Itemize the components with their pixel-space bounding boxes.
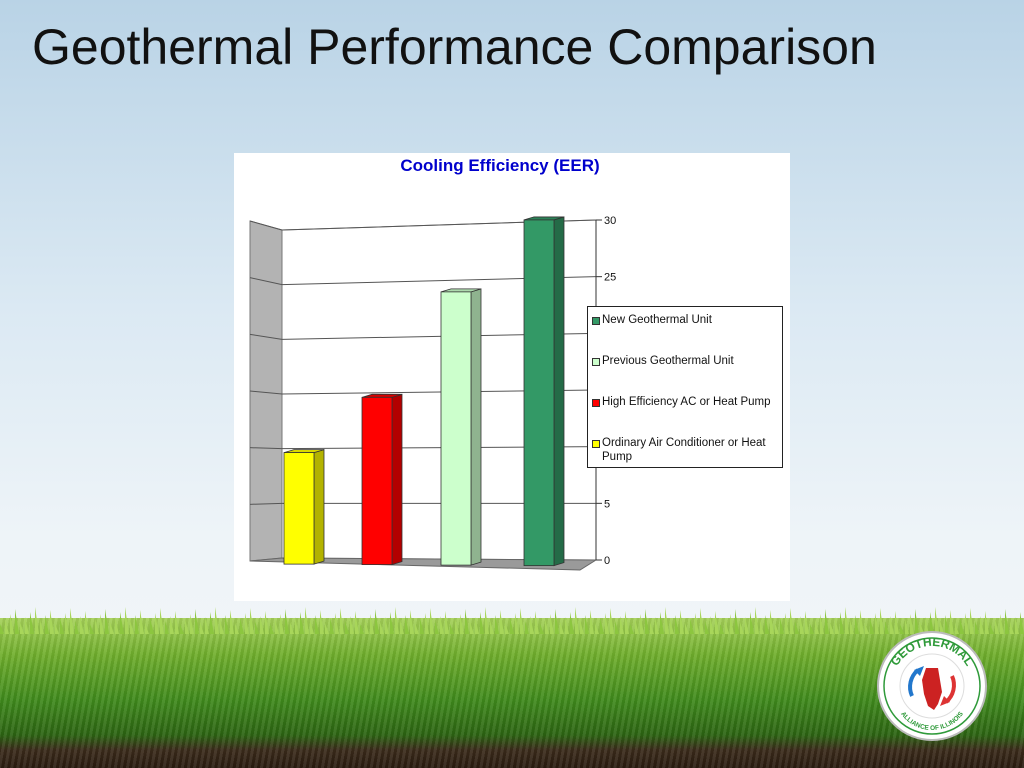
legend-swatch (592, 317, 600, 325)
bar-side (470, 288, 482, 566)
bar-side (313, 449, 325, 565)
legend-item: Ordinary Air Conditioner or Heat Pump (592, 436, 780, 464)
legend-item: Previous Geothermal Unit (592, 354, 780, 368)
illinois-state-icon (922, 668, 942, 710)
legend-item: New Geothermal Unit (592, 313, 780, 327)
bar-side (553, 216, 565, 567)
bar (283, 452, 315, 565)
gridline-side (249, 333, 283, 340)
grass-ground-image (0, 618, 1024, 768)
gridline-side (249, 390, 283, 395)
gridline-side (249, 502, 283, 505)
bar (440, 291, 472, 566)
bar-side (391, 393, 403, 566)
y-tick-label: 5 (604, 498, 610, 510)
chart-legend: New Geothermal Unit Previous Geothermal U… (587, 306, 783, 468)
chart-title: Cooling Efficiency (EER) (400, 156, 599, 175)
legend-swatch (592, 399, 600, 407)
slide-title: Geothermal Performance Comparison (32, 19, 877, 75)
gridline-side (249, 447, 283, 450)
bar (361, 396, 393, 566)
legend-swatch (592, 358, 600, 366)
y-tick-label: 25 (604, 272, 616, 284)
legend-item: High Efficiency AC or Heat Pump (592, 395, 780, 409)
geothermal-alliance-logo: GEOTHERMAL ALLIANCE OF ILLINOIS (877, 631, 987, 741)
legend-label: Ordinary Air Conditioner or Heat Pump (602, 437, 766, 463)
y-tick-label: 0 (604, 555, 610, 567)
gridline-side (249, 220, 283, 231)
bar-chart: Cooling Efficiency (EER) 051015202530 (249, 156, 616, 571)
bar (523, 219, 555, 567)
grass-blades-image (0, 607, 1024, 634)
y-tick-label: 30 (604, 215, 616, 227)
legend-label: High Efficiency AC or Heat Pump (602, 396, 771, 408)
gridline-side (249, 277, 283, 286)
legend-label: Previous Geothermal Unit (602, 355, 734, 367)
legend-label: New Geothermal Unit (602, 314, 712, 326)
legend-swatch (592, 440, 600, 448)
